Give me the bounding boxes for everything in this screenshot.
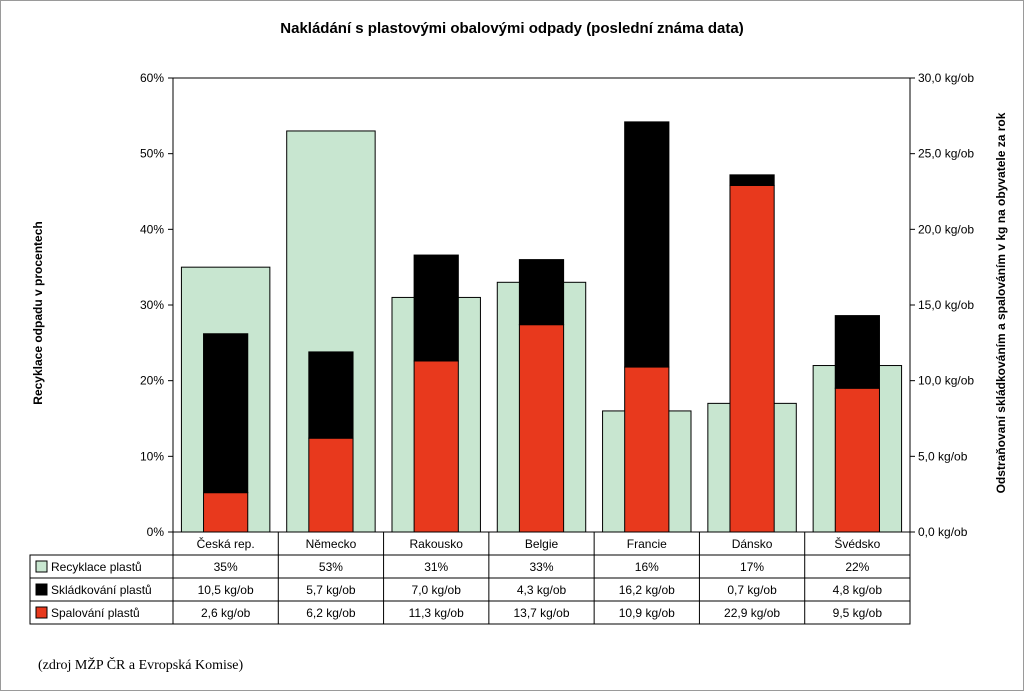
plot-area: 0% 10% 20% 30% 40% 50% 60% 0,0 kg/ob 5,0 kg/ob 10… — [140, 71, 974, 539]
data-label: 22,9 kg/ob — [724, 606, 780, 620]
bar-spalovani — [834, 387, 880, 533]
bar-skladkovani — [834, 315, 880, 389]
data-label: 10,5 kg/ob — [198, 583, 254, 597]
data-label: 5,7 kg/ob — [306, 583, 356, 597]
bar-spalovani — [624, 366, 670, 533]
bar-spalovani — [308, 437, 354, 533]
data-label: 4,3 kg/ob — [517, 583, 567, 597]
bar-skladkovani — [413, 254, 459, 362]
bar-skladkovani — [518, 259, 565, 326]
y2-tick-label: 10,0 kg/ob — [918, 374, 974, 388]
category-label: Švédsko — [834, 536, 880, 551]
y2-axis-label: Odstraňovaní skládkováním a spalováním v… — [994, 112, 1008, 493]
y-tick-label: 60% — [140, 71, 164, 85]
y2-tick-label: 5,0 kg/ob — [918, 449, 968, 463]
data-label: 9,5 kg/ob — [833, 606, 883, 620]
legend-label: Recyklace plastů — [51, 560, 142, 574]
y-tick-label: 30% — [140, 298, 164, 312]
data-label: 31% — [424, 560, 448, 574]
data-label: 13,7 kg/ob — [513, 606, 569, 620]
legend-swatch — [35, 606, 48, 619]
category-label: Česká rep. — [197, 536, 255, 551]
legend-swatch — [35, 560, 48, 573]
chart-title: Nakládání s plastovými obalovými odpady … — [280, 20, 743, 37]
category-label: Dánsko — [732, 537, 773, 551]
data-label: 2,6 kg/ob — [201, 606, 251, 620]
category-label: Francie — [627, 537, 667, 551]
legend-label: Skládkování plastů — [51, 583, 152, 597]
bar-skladkovani — [624, 121, 670, 368]
y2-tick-label: 25,0 kg/ob — [918, 147, 974, 161]
data-label: 11,3 kg/ob — [409, 606, 464, 620]
data-label: 6,2 kg/ob — [306, 606, 356, 620]
category-label: Německo — [306, 537, 357, 551]
data-label: 10,9 kg/ob — [619, 606, 675, 620]
y-axis-label: Recyklace odpadu v procentech — [31, 221, 45, 404]
category-label: Rakousko — [410, 537, 464, 551]
data-label: 22% — [845, 560, 869, 574]
bar-spalovani — [518, 324, 565, 533]
y2-tick-label: 20,0 kg/ob — [918, 222, 974, 236]
data-label: 53% — [319, 560, 343, 574]
y-tick-label: 0% — [147, 525, 165, 539]
y-tick-label: 50% — [140, 147, 164, 161]
bar-skladkovani — [203, 333, 249, 494]
legend-swatch — [35, 583, 48, 596]
y2-tick-label: 15,0 kg/ob — [918, 298, 974, 312]
y2-tick-label: 0,0 kg/ob — [918, 525, 968, 539]
data-label: 35% — [214, 560, 238, 574]
data-label: 0,7 kg/ob — [727, 583, 777, 597]
data-label: 17% — [740, 560, 764, 574]
data-label: 4,8 kg/ob — [833, 583, 883, 597]
y-tick-label: 40% — [140, 222, 164, 236]
legend-label: Spalování plastů — [51, 606, 140, 620]
y-tick-label: 10% — [140, 449, 164, 463]
bar-skladkovani — [308, 351, 354, 439]
data-label: 7,0 kg/ob — [412, 583, 462, 597]
data-label: 33% — [529, 560, 553, 574]
y-tick-label: 20% — [140, 374, 164, 388]
bar-spalovani — [729, 184, 775, 533]
bar-spalovani — [203, 492, 249, 533]
source-note: (zdroj MŽP ČR a Evropská Komise) — [38, 656, 244, 673]
data-label: 16% — [635, 560, 659, 574]
bar-skladkovani — [729, 174, 775, 186]
y2-tick-label: 30,0 kg/ob — [918, 71, 974, 85]
data-table: Česká rep. Německo Rakousko Belgie Francie Dá… — [29, 531, 911, 625]
category-label: Belgie — [525, 537, 559, 551]
data-label: 16,2 kg/ob — [619, 583, 675, 597]
bar-spalovani — [413, 360, 459, 533]
